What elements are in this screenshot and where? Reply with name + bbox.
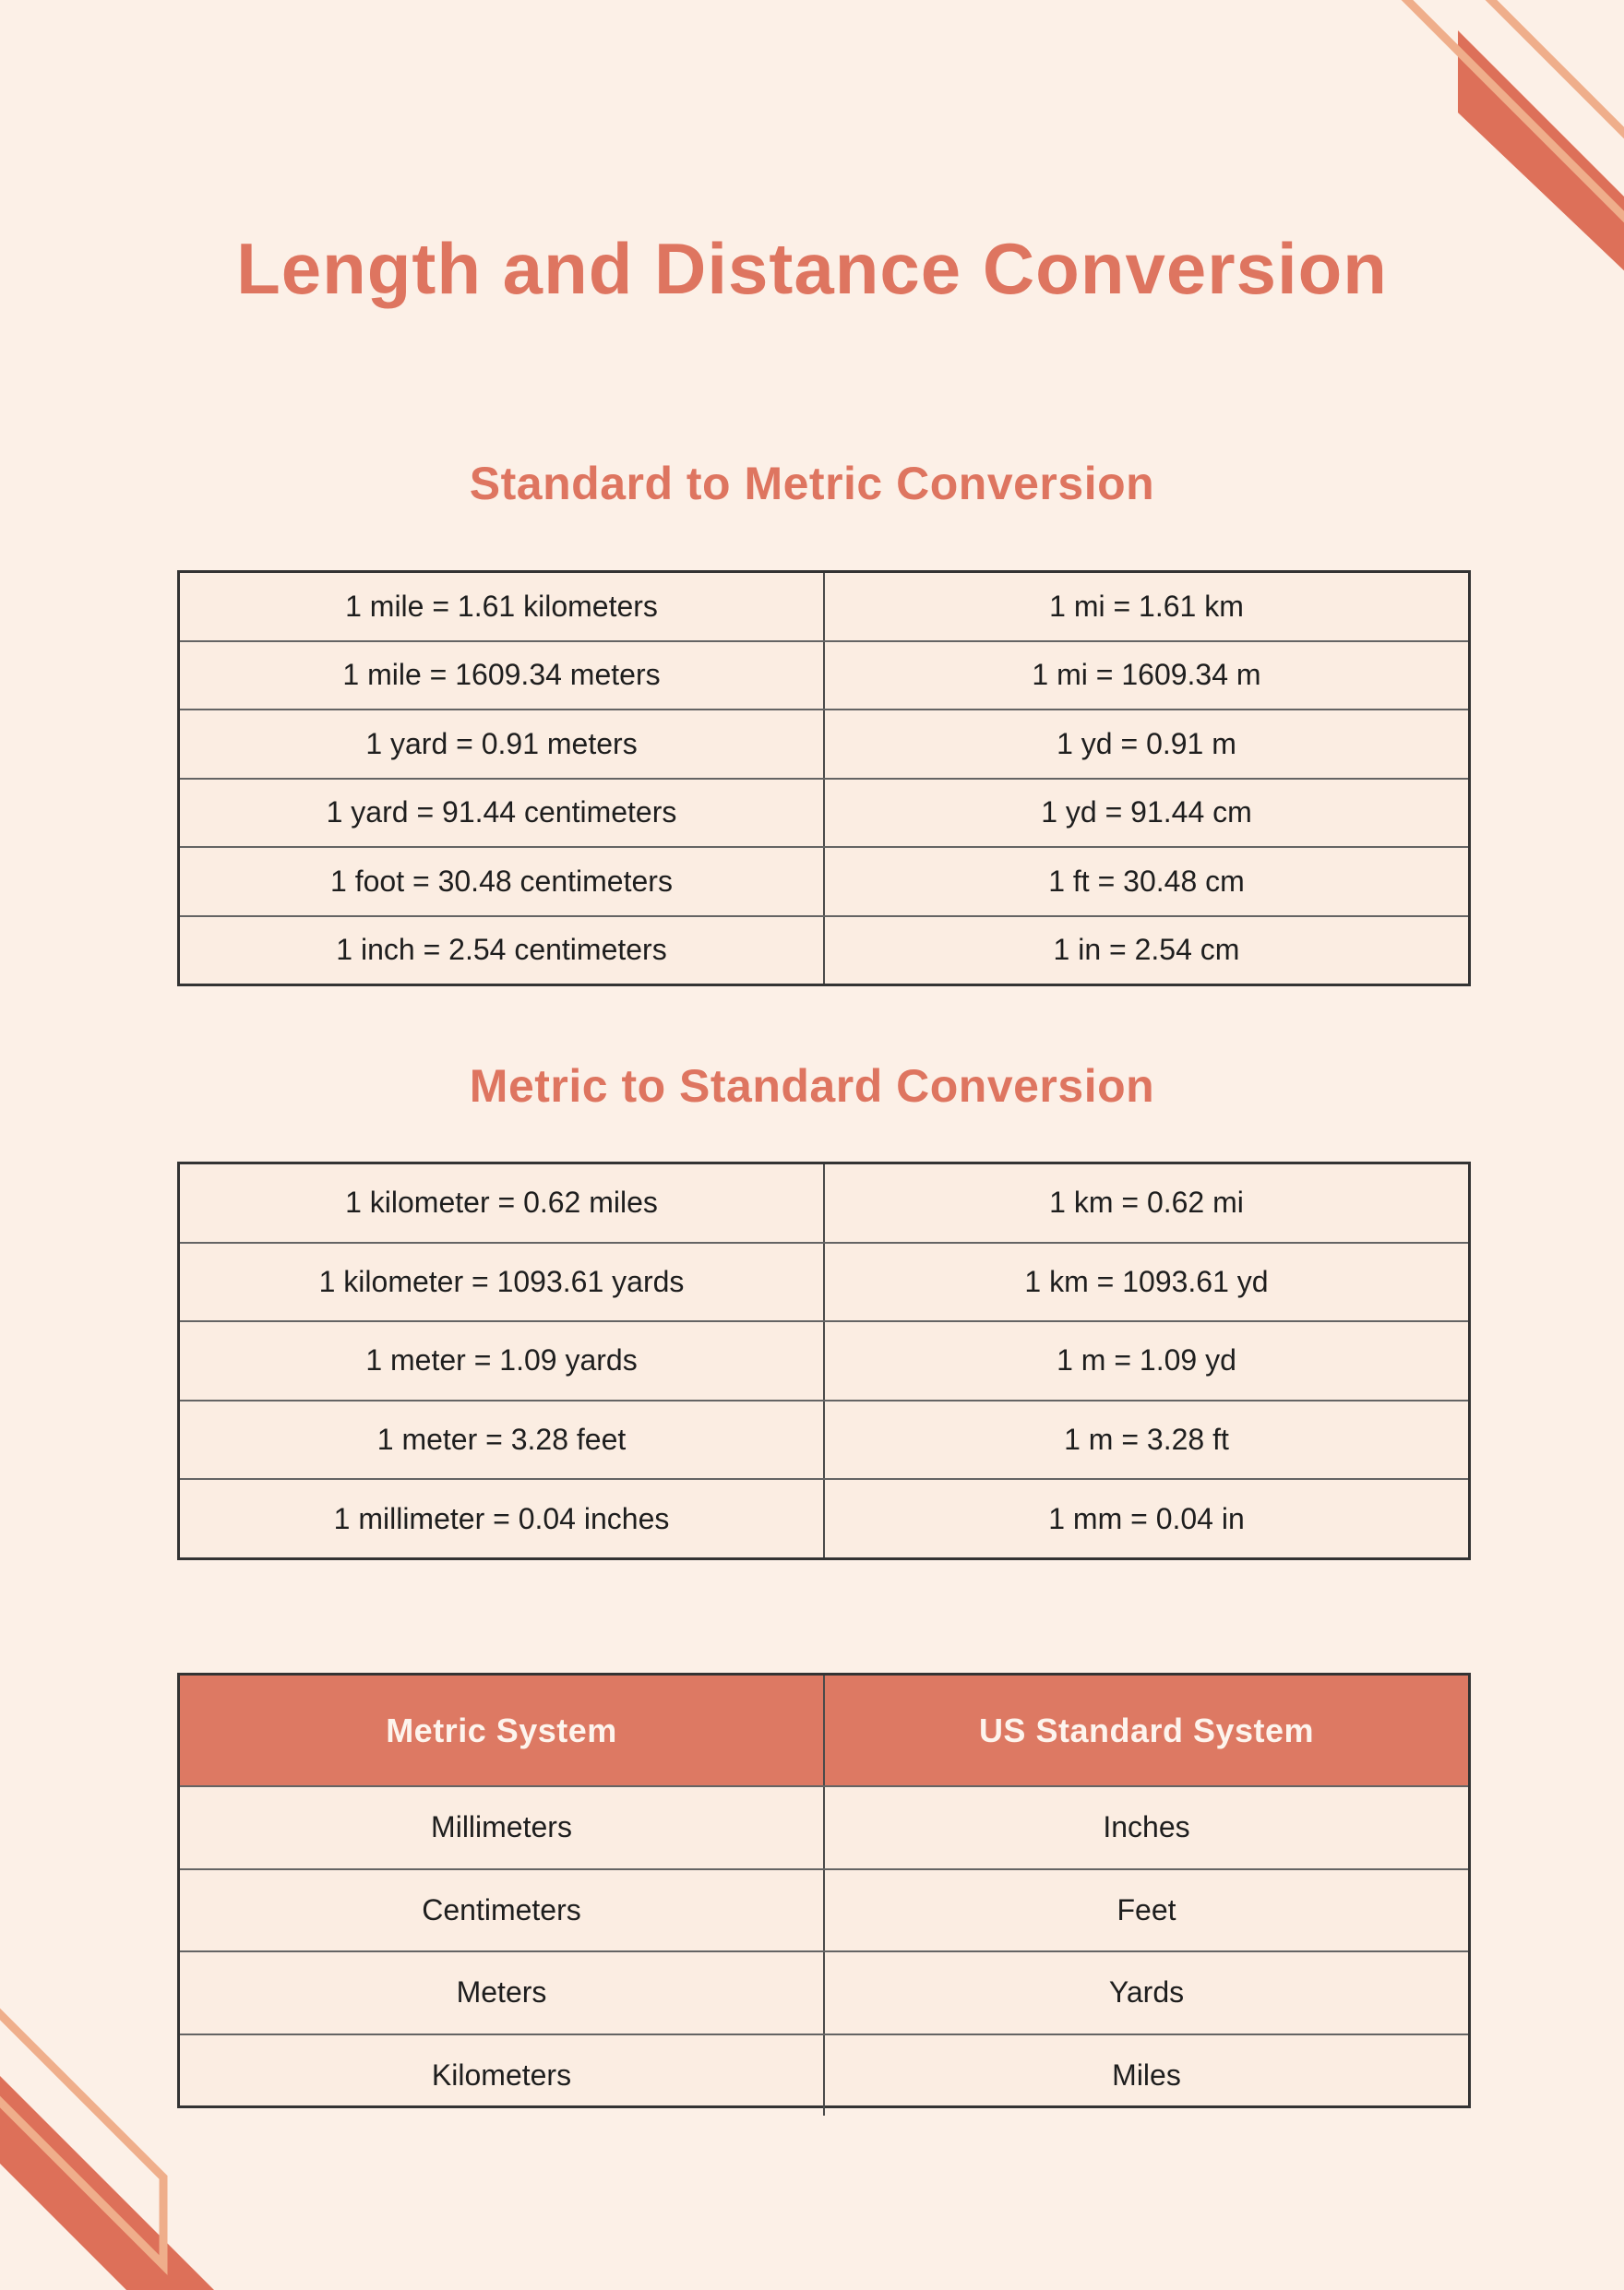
conversion-abbr-cell: 1 in = 2.54 cm bbox=[823, 916, 1468, 984]
table-metric-to-standard: 1 kilometer = 0.62 miles 1 km = 0.62 mi … bbox=[177, 1162, 1471, 1560]
conversion-full-cell: 1 yard = 91.44 centimeters bbox=[326, 795, 677, 829]
header-cell-metric-system: Metric System bbox=[386, 1711, 617, 1749]
us-unit-cell: Inches bbox=[823, 1787, 1468, 1868]
top-right-ribbon-stripe-outer bbox=[1485, 0, 1624, 139]
conversion-full-cell: 1 mile = 1609.34 meters bbox=[342, 658, 661, 692]
bottom-left-ribbon-outline bbox=[0, 2008, 168, 2275]
table-row: 1 yard = 0.91 meters 1 yd = 0.91 m bbox=[180, 709, 1468, 778]
top-right-ribbon-stripe-inner bbox=[1401, 0, 1624, 223]
table-standard-to-metric: 1 mile = 1.61 kilometers 1 mi = 1.61 km … bbox=[177, 570, 1471, 986]
conversion-abbr-cell: 1 m = 1.09 yd bbox=[823, 1322, 1468, 1400]
conversion-full-cell: 1 meter = 1.09 yards bbox=[365, 1343, 638, 1378]
table-row: 1 inch = 2.54 centimeters 1 in = 2.54 cm bbox=[180, 914, 1468, 984]
conversion-abbr-cell: 1 yd = 91.44 cm bbox=[823, 779, 1468, 846]
conversion-abbr-cell: 1 m = 3.28 ft bbox=[823, 1401, 1468, 1479]
table-row: Millimeters Inches bbox=[180, 1785, 1468, 1868]
page-title: Length and Distance Conversion bbox=[236, 228, 1388, 309]
us-unit-cell: Feet bbox=[823, 1869, 1468, 1950]
table-row: 1 mile = 1.61 kilometers 1 mi = 1.61 km bbox=[180, 573, 1468, 640]
metric-unit-cell: Centimeters bbox=[422, 1892, 581, 1926]
conversion-abbr-cell: 1 ft = 30.48 cm bbox=[823, 848, 1468, 915]
conversion-abbr-cell: 1 mm = 0.04 in bbox=[823, 1480, 1468, 1557]
table-row: Meters Yards bbox=[180, 1950, 1468, 2034]
section-heading-metric-to-standard: Metric to Standard Conversion bbox=[469, 1060, 1155, 1112]
conversion-abbr-cell: 1 yd = 0.91 m bbox=[823, 710, 1468, 778]
metric-unit-cell: Meters bbox=[456, 1975, 547, 2010]
conversion-abbr-cell: 1 km = 0.62 mi bbox=[823, 1164, 1468, 1242]
us-unit-cell: Miles bbox=[823, 2034, 1468, 2116]
table-row: 1 kilometer = 0.62 miles 1 km = 0.62 mi bbox=[180, 1164, 1468, 1242]
table-row: 1 meter = 1.09 yards 1 m = 1.09 yd bbox=[180, 1320, 1468, 1400]
us-unit-cell: Yards bbox=[823, 1952, 1468, 2034]
table-row: 1 yard = 91.44 centimeters 1 yd = 91.44 … bbox=[180, 777, 1468, 846]
section-heading-standard-to-metric: Standard to Metric Conversion bbox=[469, 458, 1155, 509]
conversion-full-cell: 1 foot = 30.48 centimeters bbox=[330, 864, 673, 898]
table-header-row: Metric System US Standard System bbox=[180, 1676, 1468, 1785]
conversion-abbr-cell: 1 km = 1093.61 yd bbox=[823, 1243, 1468, 1321]
table-row: 1 meter = 3.28 feet 1 m = 3.28 ft bbox=[180, 1399, 1468, 1479]
metric-unit-cell: Millimeters bbox=[431, 1810, 572, 1844]
table-row: Kilometers Miles bbox=[180, 2033, 1468, 2116]
conversion-full-cell: 1 mile = 1.61 kilometers bbox=[345, 589, 658, 623]
metric-unit-cell: Kilometers bbox=[431, 2057, 572, 2092]
table-row: 1 mile = 1609.34 meters 1 mi = 1609.34 m bbox=[180, 639, 1468, 709]
table-row: 1 foot = 30.48 centimeters 1 ft = 30.48 … bbox=[180, 846, 1468, 915]
table-row: 1 kilometer = 1093.61 yards 1 km = 1093.… bbox=[180, 1241, 1468, 1321]
conversion-full-cell: 1 millimeter = 0.04 inches bbox=[333, 1501, 670, 1535]
conversion-full-cell: 1 kilometer = 1093.61 yards bbox=[318, 1264, 685, 1298]
conversion-full-cell: 1 meter = 3.28 feet bbox=[376, 1423, 627, 1457]
conversion-abbr-cell: 1 mi = 1609.34 m bbox=[823, 641, 1468, 709]
conversion-full-cell: 1 kilometer = 0.62 miles bbox=[345, 1186, 658, 1220]
table-row: Centimeters Feet bbox=[180, 1867, 1468, 1950]
conversion-full-cell: 1 inch = 2.54 centimeters bbox=[336, 933, 667, 967]
conversion-full-cell: 1 yard = 0.91 meters bbox=[365, 726, 638, 760]
conversion-abbr-cell: 1 mi = 1.61 km bbox=[823, 573, 1468, 640]
table-system-comparison: Metric System US Standard System Millime… bbox=[177, 1673, 1471, 2116]
table-row: 1 millimeter = 0.04 inches 1 mm = 0.04 i… bbox=[180, 1478, 1468, 1557]
header-cell-us-standard-system: US Standard System bbox=[823, 1676, 1468, 1785]
